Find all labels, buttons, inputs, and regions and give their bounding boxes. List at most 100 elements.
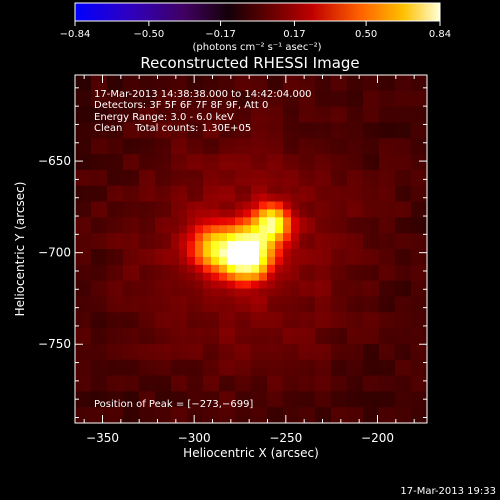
heatmap-cell	[251, 328, 260, 337]
heatmap-cell	[91, 130, 100, 139]
heatmap-cell	[187, 399, 196, 408]
heatmap-cell	[331, 169, 340, 179]
heatmap-cell	[139, 122, 148, 131]
heatmap-cell	[395, 415, 404, 424]
heatmap-cell	[211, 383, 220, 392]
heatmap-cell	[123, 296, 132, 305]
heatmap-cell	[219, 391, 228, 400]
heatmap-cell	[307, 241, 316, 250]
x-axis-ticks: −350 −300 −250 −200	[83, 75, 415, 445]
heatmap-cell	[75, 359, 84, 369]
heatmap-cell	[411, 225, 420, 234]
heatmap-cell	[91, 122, 100, 131]
heatmap-cell	[283, 75, 292, 84]
heatmap-cell	[267, 193, 276, 203]
heatmap-cell	[395, 288, 404, 298]
heatmap-cell	[363, 225, 372, 234]
heatmap-cell	[235, 106, 244, 116]
heatmap-cell	[211, 169, 220, 179]
heatmap-cell	[363, 122, 372, 131]
heatmap-cell	[203, 351, 212, 361]
heatmap-cell	[275, 169, 284, 179]
heatmap-cell	[355, 241, 364, 250]
heatmap-cell	[139, 399, 148, 408]
heatmap-cell	[243, 288, 252, 298]
heatmap-cell	[115, 288, 124, 298]
heatmap-cell	[195, 375, 204, 385]
heatmap-cell	[147, 217, 156, 226]
heatmap-cell	[395, 82, 404, 92]
heatmap-cell	[387, 415, 396, 424]
heatmap-cell	[83, 225, 92, 234]
heatmap-cell	[371, 367, 380, 377]
heatmap-cell	[115, 383, 124, 392]
heatmap-cell	[307, 272, 316, 282]
heatmap-cell	[347, 320, 356, 329]
heatmap-cell	[195, 280, 204, 290]
heatmap-cell	[75, 106, 84, 116]
heatmap-cell	[179, 249, 188, 258]
heatmap-cell	[403, 138, 412, 147]
heatmap-cell	[299, 154, 308, 163]
heatmap-cell	[363, 407, 372, 416]
heatmap-cell	[235, 154, 244, 163]
chart-title: Reconstructed RHESSI Image	[140, 54, 359, 72]
heatmap-cell	[387, 249, 396, 258]
heatmap-cell	[195, 383, 204, 392]
heatmap-cell	[131, 312, 140, 321]
heatmap-cell	[411, 399, 420, 408]
heatmap-cell	[339, 90, 348, 100]
heatmap-cell	[219, 296, 228, 305]
heatmap-cell	[155, 320, 164, 329]
heatmap-cell	[331, 288, 340, 298]
heatmap-cell	[291, 130, 300, 139]
annotation-time-range: 17-Mar-2013 14:38:38.000 to 14:42:04.000	[94, 89, 312, 100]
heatmap-cell	[99, 75, 108, 84]
heatmap-cell	[267, 296, 276, 305]
heatmap-cell	[131, 106, 140, 116]
heatmap-cell	[259, 209, 268, 218]
heatmap-cell	[419, 328, 428, 337]
heatmap-cell	[267, 375, 276, 385]
heatmap-cell	[139, 391, 148, 400]
heatmap-cell	[139, 304, 148, 313]
heatmap-cell	[347, 336, 356, 345]
heatmap-cell	[115, 185, 124, 195]
heatmap-cell	[163, 304, 172, 313]
heatmap-cell	[219, 399, 228, 408]
heatmap-cell	[323, 201, 332, 211]
heatmap-cell	[187, 193, 196, 203]
heatmap-cell	[123, 407, 132, 416]
heatmap-cell	[83, 82, 92, 92]
colorbar-tick-label: 0.50	[355, 29, 377, 40]
heatmap-cell	[83, 399, 92, 408]
heatmap-cell	[243, 407, 252, 416]
heatmap-cell	[347, 256, 356, 266]
heatmap-cell	[139, 177, 148, 187]
heatmap-cell	[275, 328, 284, 337]
heatmap-cell	[75, 138, 84, 147]
heatmap-cell	[395, 407, 404, 416]
heatmap-cell	[395, 169, 404, 179]
heatmap-cell	[299, 312, 308, 321]
heatmap-cell	[411, 177, 420, 187]
heatmap-cell	[203, 328, 212, 337]
heatmap-cell	[91, 272, 100, 282]
heatmap-cell	[195, 304, 204, 313]
heatmap-cell	[347, 288, 356, 298]
heatmap-cell	[291, 122, 300, 131]
heatmap-cell	[411, 130, 420, 139]
heatmap-cell	[219, 351, 228, 361]
heatmap-cell	[155, 375, 164, 385]
heatmap-cell	[339, 146, 348, 155]
heatmap-cell	[227, 249, 236, 258]
heatmap-cell	[275, 264, 284, 274]
heatmap-cell	[195, 193, 204, 203]
heatmap-cell	[123, 367, 132, 377]
heatmap-cell	[395, 185, 404, 195]
y-axis-label: Heliocentric Y (arcsec)	[13, 182, 27, 317]
heatmap-cell	[283, 249, 292, 258]
heatmap-cell	[91, 90, 100, 100]
heatmap-cell	[147, 209, 156, 218]
heatmap-cell	[267, 225, 276, 234]
